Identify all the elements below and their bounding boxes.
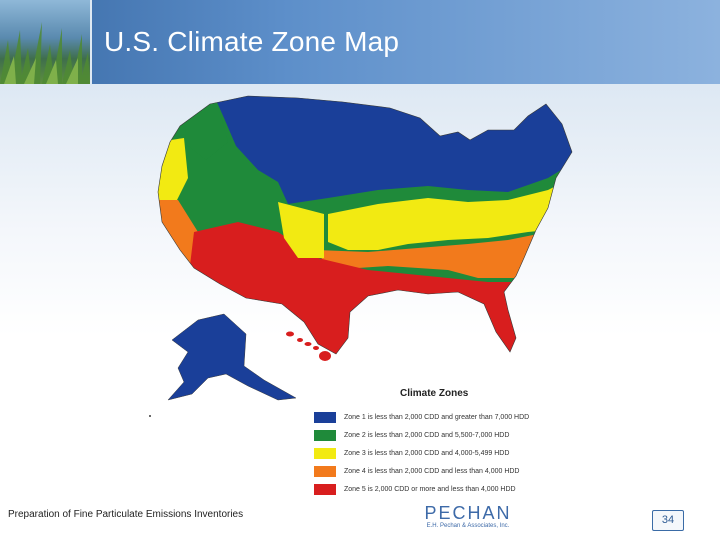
zone-2-northwest: [184, 106, 228, 160]
footer-text: Preparation of Fine Particulate Emission…: [8, 509, 244, 520]
climate-zone-legend: Climate Zones Zone 1 is less than 2,000 …: [300, 384, 600, 500]
us-climate-zone-map: [128, 82, 600, 428]
logo-subtitle: E.H. Pechan & Associates, Inc.: [426, 523, 510, 529]
page-number: 34: [652, 510, 684, 531]
legend-label: Zone 1 is less than 2,000 CDD and greate…: [344, 413, 530, 421]
zone-2-swatch: [314, 429, 336, 441]
legend-item-zone-3: Zone 3 is less than 2,000 CDD and 4,000-…: [314, 446, 509, 460]
legend-label: Zone 3 is less than 2,000 CDD and 4,000-…: [344, 449, 510, 457]
zone-1-swatch: [314, 411, 336, 423]
page-title: U.S. Climate Zone Map: [104, 26, 400, 57]
alaska-region: [167, 313, 297, 401]
zone-5-swatch: [314, 483, 336, 495]
zone-3-swatch: [314, 447, 336, 459]
logo-name: PECHAN: [424, 503, 512, 523]
legend-title: Climate Zones: [400, 388, 469, 399]
map-svg: [149, 95, 573, 417]
pechan-logo: PECHAN E.H. Pechan & Associates, Inc.: [412, 503, 524, 533]
zone-4-swatch: [314, 465, 336, 477]
legend-item-zone-5: Zone 5 is 2,000 CDD or more and less tha…: [314, 482, 516, 496]
aleutian-dot: [149, 415, 151, 417]
slide-footer: [0, 500, 720, 540]
legend-label: Zone 5 is 2,000 CDD or more and less tha…: [344, 485, 516, 493]
zone-3-region: [328, 172, 572, 250]
grass-image: [0, 22, 90, 84]
header-grass-photo: [0, 0, 92, 84]
zone-3-southwest: [278, 202, 324, 258]
slide-header: U.S. Climate Zone Map: [0, 0, 720, 84]
hawaii-islands: [286, 331, 331, 361]
legend-item-zone-2: Zone 2 is less than 2,000 CDD and 5,500-…: [314, 428, 509, 442]
legend-label: Zone 2 is less than 2,000 CDD and 5,500-…: [344, 431, 510, 439]
legend-item-zone-1: Zone 1 is less than 2,000 CDD and greate…: [314, 410, 529, 424]
legend-item-zone-4: Zone 4 is less than 2,000 CDD and less t…: [314, 464, 520, 478]
legend-label: Zone 4 is less than 2,000 CDD and less t…: [344, 467, 520, 475]
conus-outline: [157, 95, 573, 355]
